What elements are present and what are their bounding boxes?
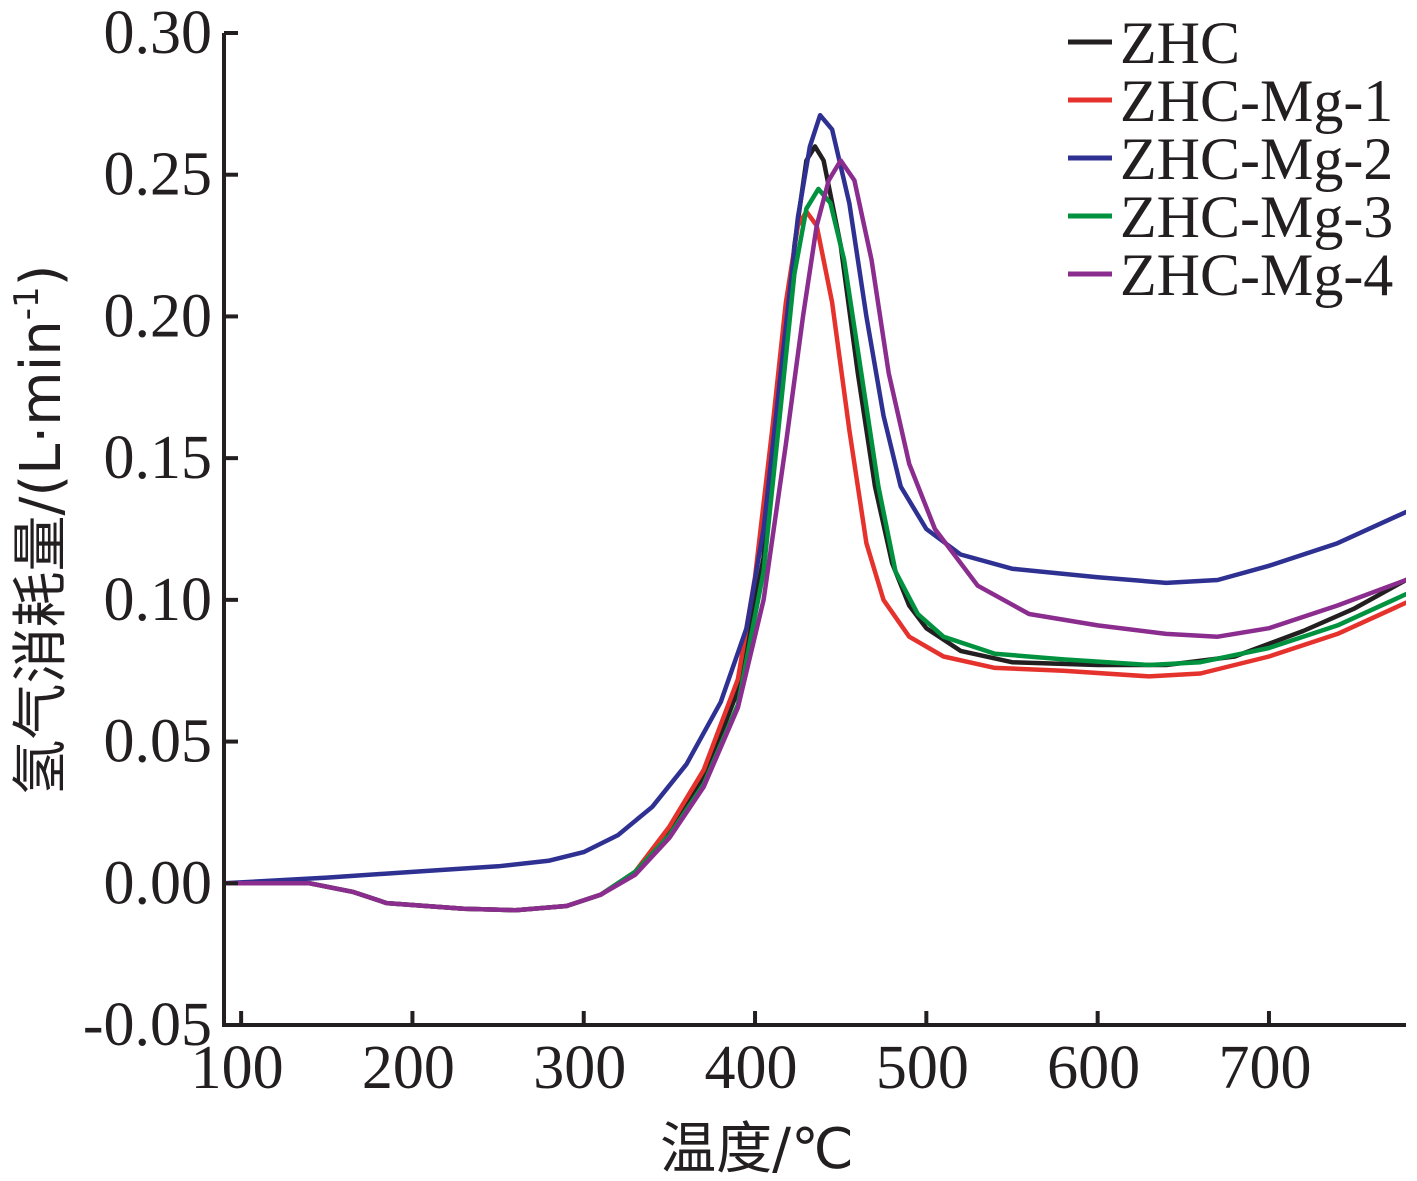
legend-label-zhc: ZHC [1120, 10, 1240, 76]
series-line-zhc-mg-2 [224, 112, 1406, 886]
y-tick-label: 0.05 [104, 708, 213, 776]
x-axis: 100 200 300 400 500 600 700 [191, 1011, 1311, 1102]
series-line-zhc-mg-1 [224, 209, 1406, 913]
series-line-zhc-mg-4 [224, 158, 1406, 913]
x-tick-label: 300 [533, 1034, 626, 1102]
y-tick-label: 0.30 [104, 0, 213, 67]
x-tick-label: 200 [362, 1034, 455, 1102]
series-layer [224, 112, 1406, 913]
y-tick-label: 0.20 [104, 282, 213, 350]
legend-label-zhc-mg-2: ZHC-Mg-2 [1120, 126, 1393, 192]
legend-label-zhc-mg-3: ZHC-Mg-3 [1120, 184, 1393, 250]
y-tick-label: 0.10 [104, 566, 213, 634]
x-tick-label: 500 [876, 1034, 969, 1102]
x-tick-label: 600 [1047, 1034, 1140, 1102]
y-axis-title-main: 氢气消耗量/(L·min [9, 320, 74, 795]
y-axis-title: 氢气消耗量/(L·min-1) [7, 264, 74, 795]
y-axis-title-close: ) [9, 264, 74, 286]
y-tick-label: 0.15 [104, 424, 213, 492]
y-tick-label: -0.05 [83, 991, 212, 1059]
y-tick-label: 0.00 [104, 849, 213, 917]
y-axis-title-superscript: -1 [7, 286, 47, 320]
x-tick-label: 400 [705, 1034, 798, 1102]
y-tick-label: 0.25 [104, 141, 213, 209]
x-axis-title: 温度/℃ [660, 1117, 854, 1181]
legend-label-zhc-mg-4: ZHC-Mg-4 [1120, 242, 1393, 308]
legend-label-zhc-mg-1: ZHC-Mg-1 [1120, 68, 1393, 134]
x-tick-label: 700 [1218, 1034, 1311, 1102]
x-tick-label: 100 [191, 1034, 284, 1102]
y-axis: -0.05 0.00 0.05 0.10 0.15 0.20 0.25 0.30 [83, 0, 238, 1059]
